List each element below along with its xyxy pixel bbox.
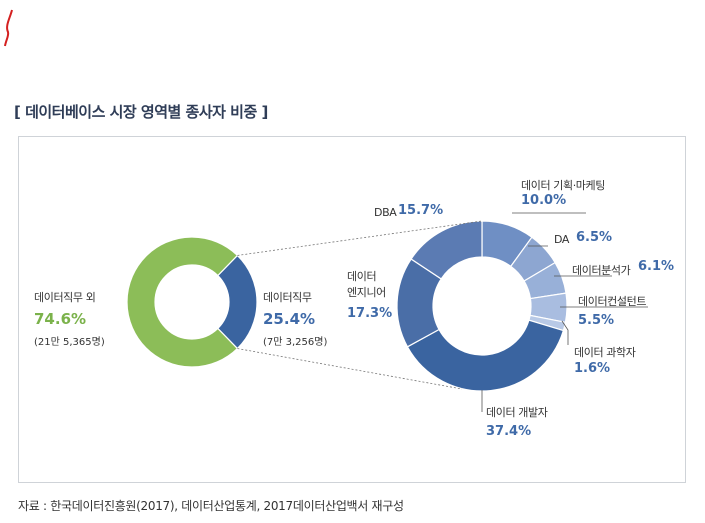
leader-scientist (561, 320, 569, 345)
left-pct-data: 25.4% (263, 310, 316, 328)
left-label-data: 데이터직무 (263, 291, 312, 304)
left-label-non-data: 데이터직무 외 (34, 291, 96, 304)
label-engineer-line2: 엔지니어 (347, 286, 386, 299)
left-count-data: (7만 3,256명) (263, 337, 328, 348)
chart-title: [ 데이터베이스 시장 영역별 종사자 비중 ] (14, 103, 268, 121)
chart-panel (18, 136, 686, 483)
label-analyst: 데이터분석가 (572, 264, 631, 277)
left-donut-slice-1 (126, 236, 239, 368)
source-note: 자료 : 한국데이터진흥원(2017), 데이터산업통계, 2017데이터산업백… (18, 499, 404, 513)
label-engineer-line1: 데이터 (347, 270, 377, 283)
pct-analyst: 6.1% (638, 259, 675, 274)
pct-scientist: 1.6% (574, 361, 611, 376)
label-consultant: 데이터컨설턴트 (578, 295, 647, 308)
connector-top (237, 220, 483, 256)
pct-planning-marketing: 10.0% (521, 193, 567, 208)
left-count-non-data: (21만 5,365명) (34, 337, 105, 348)
pct-consultant: 5.5% (578, 313, 615, 328)
pct-developer: 37.4% (486, 424, 532, 439)
label-developer: 데이터 개발자 (486, 406, 548, 419)
pct-da: 6.5% (576, 230, 613, 245)
right-donut-slice-5 (406, 319, 565, 392)
label-dba: DBA (374, 206, 397, 219)
label-planning-marketing: 데이터 기획·마케팅 (521, 179, 605, 192)
label-da: DA (554, 233, 570, 246)
left-pct-non-data: 74.6% (34, 310, 87, 328)
right-donut-slice-7 (410, 220, 483, 280)
pct-dba: 15.7% (398, 203, 444, 218)
red-scribble-mark (4, 9, 13, 47)
label-scientist: 데이터 과학자 (574, 346, 636, 359)
pct-engineer: 17.3% (347, 306, 393, 321)
